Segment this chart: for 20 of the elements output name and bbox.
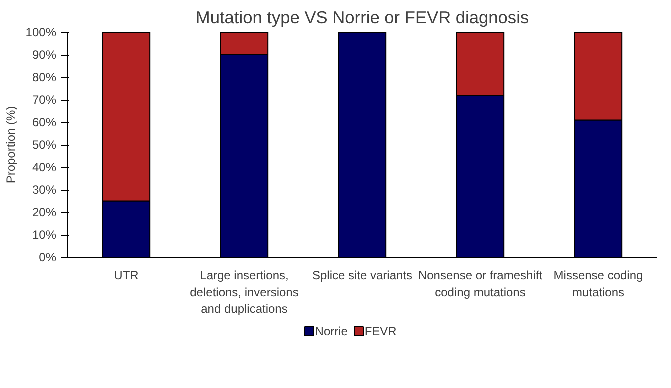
legend-label: FEVR <box>364 324 398 338</box>
legend-label: Norrie <box>315 324 348 338</box>
y-tick-label: 90% <box>32 48 57 62</box>
x-tick-label: Large insertions, deletions, inversions and duplications <box>190 268 299 316</box>
y-tick-label: 10% <box>32 228 57 242</box>
y-tick-label: 80% <box>32 70 57 84</box>
y-tick-label: 0% <box>39 250 57 264</box>
y-tick-label: 30% <box>32 183 57 197</box>
y-tick-label: 20% <box>32 206 57 220</box>
x-tick-label: Splice site variants <box>312 268 413 282</box>
y-tick-label: 40% <box>32 160 57 174</box>
y-tick-label: 60% <box>32 116 57 130</box>
y-tick-label: 70% <box>32 93 57 107</box>
y-axis-title: Proportion (%) <box>4 106 18 184</box>
y-tick-label: 50% <box>32 138 57 152</box>
x-tick-label: Nonsense or frameshift coding mutations <box>418 268 544 300</box>
x-tick-label: Missense coding mutations <box>554 268 644 300</box>
x-tick-label: UTR <box>114 268 140 282</box>
y-tick-label: 100% <box>26 26 57 40</box>
chart-title: Mutation type VS Norrie or FEVR diagnosis <box>196 8 530 28</box>
